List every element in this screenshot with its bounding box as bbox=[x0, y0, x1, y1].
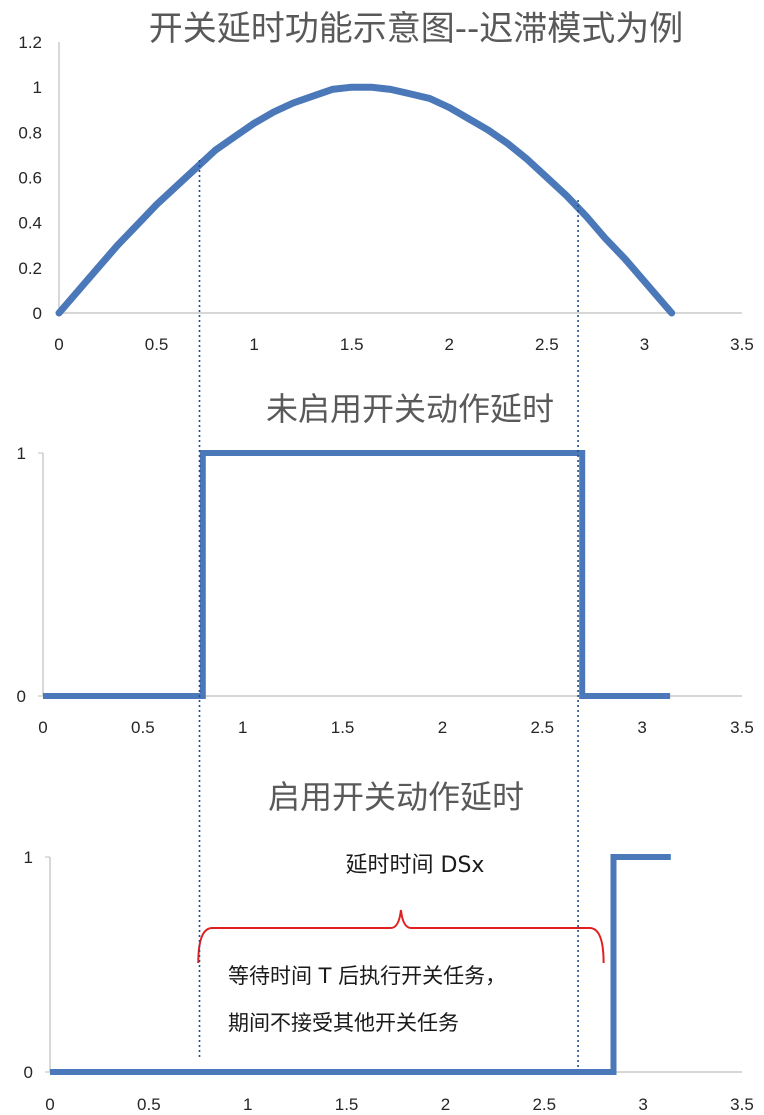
chart3-x-tick-label: 1 bbox=[243, 1095, 252, 1114]
chart2-x-tick-label: 0 bbox=[38, 718, 47, 737]
chart3-x-tick-label: 0.5 bbox=[137, 1095, 161, 1114]
chart1-x-tick-label: 2 bbox=[445, 335, 454, 354]
chart2-x-tick-label: 3.5 bbox=[730, 718, 754, 737]
chart2-x-tick-label: 2.5 bbox=[530, 718, 554, 737]
chart2-x-tick-label: 0.5 bbox=[131, 718, 155, 737]
chart3-x-tick-label: 3.5 bbox=[730, 1095, 754, 1114]
delay-time-label: 延时时间 DSx bbox=[346, 853, 485, 878]
chart2-x-tick-label: 1.5 bbox=[331, 718, 355, 737]
chart1-title: 开关延时功能示意图--迟滞模式为例 bbox=[149, 9, 684, 49]
wait-note-line1: 等待时间 T 后执行开关任务， bbox=[228, 964, 506, 988]
chart1-x-tick-label: 3.5 bbox=[730, 335, 754, 354]
chart3-x-tick-label: 0 bbox=[45, 1095, 54, 1114]
chart2-title: 未启用开关动作延时 bbox=[266, 390, 554, 428]
chart1-x-tick-label: 0.5 bbox=[145, 335, 169, 354]
chart2-x-tick-label: 2 bbox=[438, 718, 447, 737]
chart3-x-tick-label: 3 bbox=[638, 1095, 647, 1114]
chart1-x-tick-label: 3 bbox=[640, 335, 649, 354]
chart1-x-tick-label: 0 bbox=[54, 335, 63, 354]
delay-brace bbox=[197, 909, 605, 963]
chart3-x-tick-label: 2.5 bbox=[532, 1095, 556, 1114]
chart1-y-tick-label: 1.2 bbox=[18, 33, 42, 52]
chart2-series-line bbox=[43, 450, 671, 699]
chart1-x-tick-label: 2.5 bbox=[535, 335, 559, 354]
chart1-y-tick-label: 0 bbox=[33, 304, 42, 323]
chart3-x-tick-label: 2 bbox=[441, 1095, 450, 1114]
chart3-x-tick-label: 1.5 bbox=[335, 1095, 359, 1114]
chart3-y-tick-label: 1 bbox=[24, 848, 33, 867]
chart3-y-tick-label: 0 bbox=[24, 1063, 33, 1082]
chart-sine: 开关延时功能示意图--迟滞模式为例 0 0.2 0.4 0.6 0.8 1 1.2 0 0.5… bbox=[18, 9, 753, 354]
chart1-x-tick-label: 1.5 bbox=[340, 335, 364, 354]
wait-note-line2: 期间不接受其他开关任务 bbox=[228, 1011, 459, 1035]
chart1-x-tick-label: 1 bbox=[249, 335, 258, 354]
chart3-series-line bbox=[50, 854, 671, 1075]
chart2-y-tick-label: 0 bbox=[17, 687, 26, 706]
chart1-y-tick-label: 1 bbox=[33, 78, 42, 97]
chart2-x-tick-label: 3 bbox=[637, 718, 646, 737]
chart2-x-tick-label: 1 bbox=[238, 718, 247, 737]
chart1-series-line bbox=[55, 83, 676, 317]
chart3-title: 启用开关动作延时 bbox=[268, 778, 524, 816]
chart-with-delay: 启用开关动作延时 0 1 0 0.5 1 1.5 2 2.5 3 3.5 延时时间 DSx 等待… bbox=[24, 778, 754, 1114]
chart1-y-tick-label: 0.6 bbox=[18, 169, 42, 188]
chart1-y-tick-label: 0.8 bbox=[18, 123, 42, 142]
chart2-y-tick-label: 1 bbox=[17, 444, 26, 463]
chart1-y-tick-label: 0.4 bbox=[18, 214, 42, 233]
chart1-y-tick-label: 0.2 bbox=[18, 259, 42, 278]
chart-no-delay: 未启用开关动作延时 0 1 0 0.5 1 1.5 2 2.5 3 3.5 bbox=[17, 390, 754, 737]
